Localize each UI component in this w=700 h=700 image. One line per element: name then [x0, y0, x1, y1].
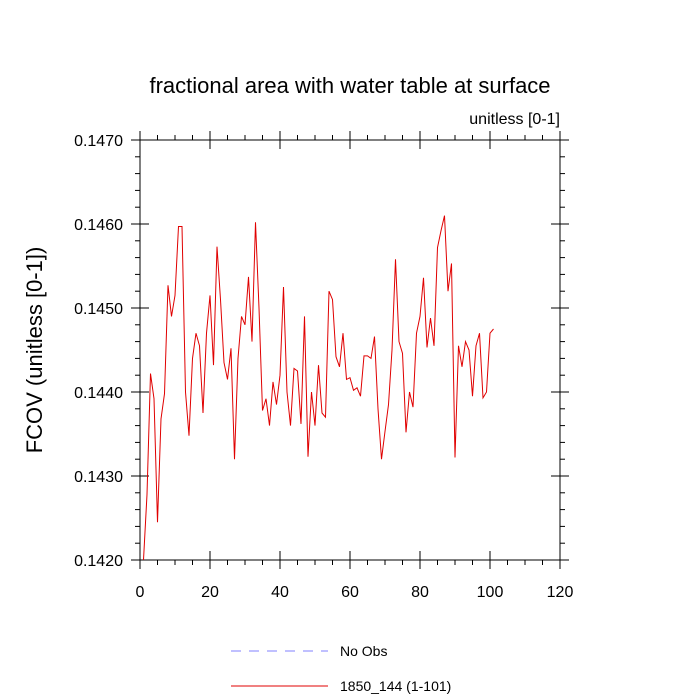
- series-lines: [143, 215, 494, 561]
- series-line: [143, 215, 494, 561]
- legend-label: No Obs: [340, 643, 387, 659]
- x-tick-label: 100: [477, 584, 504, 601]
- x-tick-label: 120: [547, 584, 574, 601]
- x-tick-label: 80: [411, 584, 429, 601]
- plot-border: [139, 139, 561, 561]
- chart-title: fractional area with water table at surf…: [149, 73, 550, 98]
- y-axis-label: FCOV (unitless [0-1]): [22, 247, 47, 454]
- plot-frame: [139, 139, 561, 561]
- x-tick-label: 0: [136, 584, 145, 601]
- y-tick-label: 0.1450: [74, 301, 123, 318]
- y-tick-label: 0.1470: [74, 133, 123, 150]
- y-tick-label: 0.1440: [74, 385, 123, 402]
- y-tick-label: 0.1430: [74, 469, 123, 486]
- legend-label: 1850_144 (1-101): [340, 678, 451, 694]
- y-tick-label: 0.1420: [74, 553, 123, 570]
- y-tick-label: 0.1460: [74, 217, 123, 234]
- units-label: unitless [0-1]: [469, 111, 560, 128]
- y-axis-ticks: 0.1420 0.1430 0.1440 0.1450 0.1460 0.1470: [74, 133, 569, 570]
- legend: No Obs 1850_144 (1-101): [231, 643, 451, 694]
- x-tick-label: 20: [201, 584, 219, 601]
- x-axis-ticks: 0 20 40 60 80 100 120: [136, 131, 574, 601]
- x-tick-label: 40: [271, 584, 289, 601]
- x-tick-label: 60: [341, 584, 359, 601]
